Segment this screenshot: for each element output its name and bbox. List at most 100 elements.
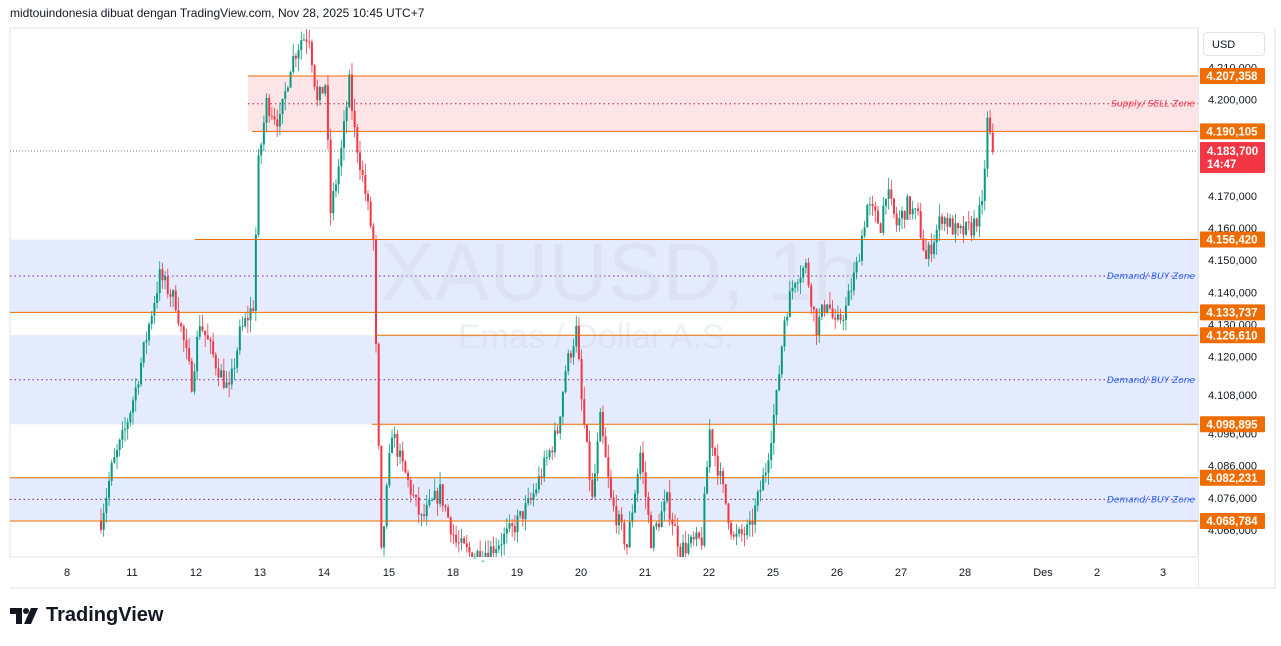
candle-body <box>636 473 639 494</box>
candle-body <box>337 166 340 185</box>
zone-label: Supply/ SELL Zone <box>1111 100 1195 110</box>
candle-body <box>375 239 378 344</box>
candle-body <box>439 484 442 504</box>
candle-body <box>917 208 920 212</box>
candle-body <box>294 55 297 59</box>
candle-body <box>871 204 874 207</box>
candle-body <box>286 87 289 92</box>
candle-body <box>540 476 543 478</box>
candles <box>100 29 994 562</box>
candle-body <box>772 414 775 443</box>
candle-body <box>302 39 305 41</box>
candle-body <box>644 472 647 497</box>
candle-body <box>535 489 538 494</box>
candle-body <box>727 503 730 524</box>
candle-body <box>481 560 484 562</box>
candle-body <box>989 117 992 133</box>
candle-body <box>532 493 535 500</box>
candle-body <box>738 529 741 534</box>
candle-body <box>238 326 241 351</box>
x-tick-label: Des <box>1033 567 1053 579</box>
candle-body <box>684 542 687 554</box>
candle-body <box>970 222 973 236</box>
candle-body <box>596 441 599 474</box>
level-price-tag <box>1200 327 1265 344</box>
brand-name: TradingView <box>46 604 164 626</box>
candle-body <box>441 484 444 506</box>
candle-body <box>585 424 588 442</box>
candle-body <box>369 201 372 227</box>
candle-body <box>548 450 551 458</box>
candle-body <box>423 514 426 517</box>
candle-body <box>527 498 530 504</box>
candle-body <box>682 542 685 557</box>
candle-body <box>714 447 717 456</box>
candle-body <box>252 308 255 311</box>
candle-body <box>895 213 898 226</box>
candle-body <box>305 39 308 42</box>
candle-body <box>225 382 228 388</box>
tradingview-logo-icon <box>10 607 38 624</box>
x-tick-label: 25 <box>767 567 779 579</box>
x-tick-label: 15 <box>383 567 395 579</box>
candle-body <box>377 343 380 446</box>
candle-body <box>316 86 319 101</box>
candle-body <box>850 290 853 292</box>
candle-body <box>276 119 279 127</box>
candle-body <box>460 538 463 543</box>
candle-body <box>150 315 153 325</box>
candle-body <box>759 490 762 492</box>
x-tick-label: 8 <box>64 567 70 579</box>
candle-body <box>898 218 901 226</box>
candle-body <box>545 457 548 459</box>
candle-body <box>166 276 169 294</box>
candle-body <box>436 490 439 504</box>
candle-body <box>113 457 116 463</box>
candle-body <box>575 325 578 347</box>
level-price-tag <box>1200 304 1265 321</box>
candle-body <box>927 244 930 259</box>
y-tick-label: 4.076,000 <box>1208 493 1257 505</box>
y-tick-label: 4.108,000 <box>1208 390 1257 402</box>
candle-body <box>132 400 135 413</box>
candle-body <box>182 326 185 341</box>
candle-body <box>361 169 364 175</box>
candle-body <box>735 533 738 537</box>
x-tick-label: 13 <box>254 567 266 579</box>
currency-button[interactable]: USD <box>1203 32 1265 56</box>
candle-body <box>676 525 679 547</box>
candle-body <box>345 107 348 122</box>
candle-body <box>887 189 890 200</box>
candle-body <box>543 457 546 478</box>
candle-body <box>495 549 498 554</box>
current-price-tag <box>1200 142 1265 173</box>
candle-body <box>388 453 391 486</box>
candle-body <box>487 552 490 557</box>
candle-body <box>580 359 583 400</box>
candle-body <box>278 114 281 127</box>
candle-body <box>834 317 837 320</box>
candle-body <box>217 368 220 378</box>
candle-body <box>140 362 143 385</box>
candle-body <box>447 507 450 518</box>
candle-body <box>991 132 994 152</box>
candle-body <box>625 544 628 548</box>
candle-body <box>340 147 343 167</box>
candle-body <box>334 184 337 191</box>
candle-body <box>943 217 946 224</box>
candle-body <box>529 498 532 500</box>
candle-body <box>270 115 273 117</box>
candle-body <box>318 86 321 101</box>
candle-body <box>983 168 986 201</box>
candle-body <box>692 536 695 540</box>
candle-body <box>668 492 671 520</box>
candle-body <box>690 536 693 544</box>
tradingview-logo[interactable]: TradingView <box>10 604 163 627</box>
candle-body <box>142 342 145 363</box>
y-tick-label: 4.150,000 <box>1208 255 1257 267</box>
candle-body <box>241 325 244 327</box>
candle-body <box>730 523 733 535</box>
candle-body <box>110 462 113 481</box>
candle-body <box>663 501 666 512</box>
